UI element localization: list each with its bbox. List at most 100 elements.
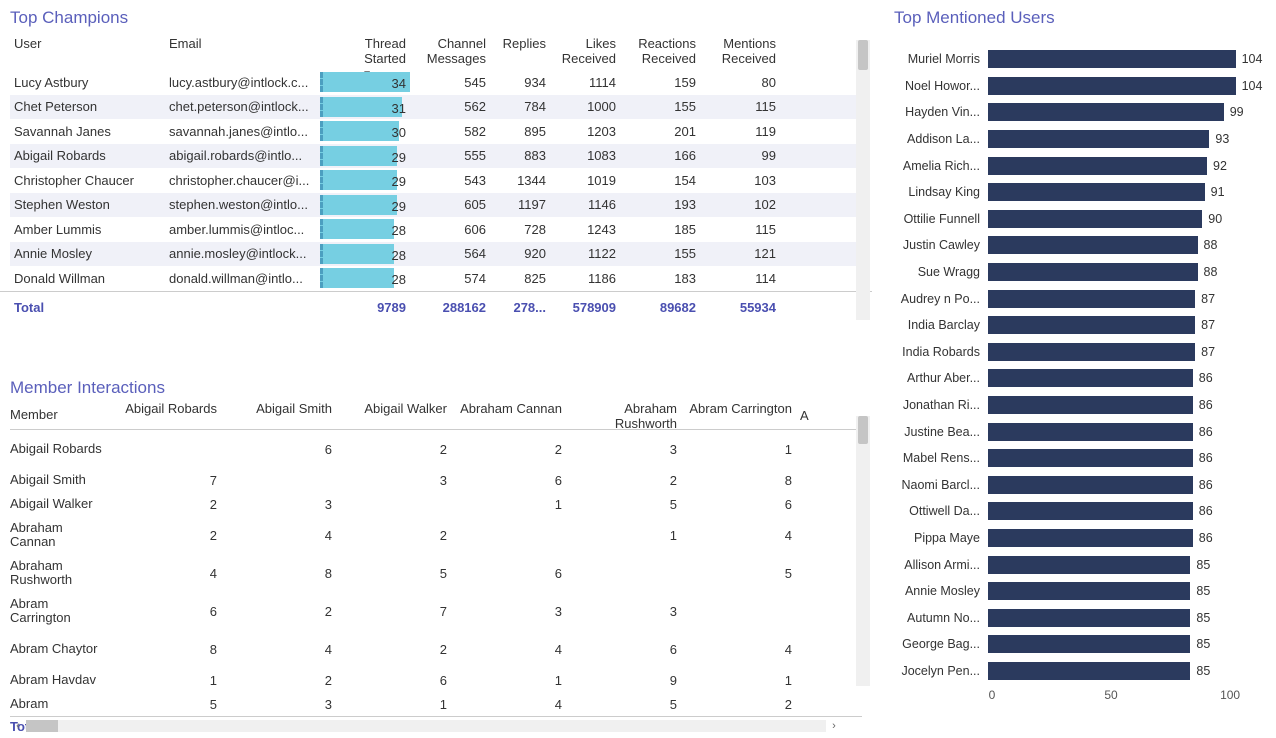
mention-bar — [988, 236, 1198, 254]
col-thread-started[interactable]: Thread Started ▼ — [320, 32, 410, 70]
mention-bar — [988, 130, 1209, 148]
table-row[interactable]: Abram Carrington62733 — [10, 592, 862, 630]
cell-value: 2 — [340, 528, 455, 543]
cell-value: 2 — [225, 604, 340, 619]
col-member-name[interactable]: Abraham Rushworth — [570, 401, 685, 431]
table-row[interactable]: Abraham Rushworth48565 — [10, 554, 862, 592]
scroll-left-icon[interactable]: ‹ — [10, 718, 26, 734]
col-more[interactable]: A — [800, 408, 820, 423]
mention-label: Jonathan Ri... — [888, 398, 988, 412]
mention-row[interactable]: Noel Howor...104 — [888, 73, 1256, 100]
cell-member: Abraham Rushworth — [10, 559, 110, 588]
cell-likes: 1146 — [550, 193, 620, 216]
mention-row[interactable]: India Robards87 — [888, 339, 1256, 366]
mention-label: Pippa Maye — [888, 531, 988, 545]
mention-row[interactable]: Annie Mosley85 — [888, 578, 1256, 605]
cell-thread: 29 — [320, 170, 410, 190]
mention-row[interactable]: Jonathan Ri...86 — [888, 392, 1256, 419]
mention-row[interactable]: Ottilie Funnell90 — [888, 206, 1256, 233]
mention-row[interactable]: Ottiwell Da...86 — [888, 498, 1256, 525]
interactions-hscrollbar[interactable]: ‹ › — [10, 718, 842, 734]
table-row[interactable]: Annie Mosleyannie.mosley@intlock...28564… — [10, 242, 862, 267]
cell-channel: 606 — [410, 218, 490, 241]
col-reactions[interactable]: Reactions Received — [620, 32, 700, 70]
table-row[interactable]: Amber Lummisamber.lummis@intloc...286067… — [10, 217, 862, 242]
table-row[interactable]: Christopher Chaucerchristopher.chaucer@i… — [10, 168, 862, 193]
mention-value: 86 — [1199, 475, 1213, 495]
mention-row[interactable]: Muriel Morris104 — [888, 46, 1256, 73]
scroll-right-icon[interactable]: › — [826, 718, 842, 734]
cell-channel: 555 — [410, 144, 490, 167]
col-member-name[interactable]: Abraham Cannan — [455, 401, 570, 431]
cell-reactions: 154 — [620, 169, 700, 192]
cell-value: 2 — [340, 642, 455, 657]
interactions-vscrollbar[interactable] — [856, 416, 870, 686]
table-row[interactable]: Donald Willmandonald.willman@intlo...285… — [10, 266, 862, 291]
table-row[interactable]: Chet Petersonchet.peterson@intlock...315… — [10, 95, 862, 120]
cell-value: 2 — [110, 528, 225, 543]
mention-label: Mabel Rens... — [888, 451, 988, 465]
mention-value: 85 — [1196, 555, 1210, 575]
total-replies: 278... — [490, 296, 550, 319]
col-likes[interactable]: Likes Received — [550, 32, 620, 70]
cell-user: Abigail Robards — [10, 144, 165, 167]
table-row[interactable]: Abigail Walker23156 — [10, 492, 862, 516]
mention-row[interactable]: Justine Bea...86 — [888, 418, 1256, 445]
champions-scrollbar[interactable] — [856, 40, 870, 320]
col-member-name[interactable]: Abigail Smith — [225, 401, 340, 431]
mention-value: 85 — [1196, 581, 1210, 601]
table-row[interactable]: Abigail Smith73628 — [10, 468, 862, 492]
col-member-name[interactable]: Abigail Robards — [110, 401, 225, 431]
mention-bar — [988, 263, 1198, 281]
mention-value: 87 — [1201, 342, 1215, 362]
mention-value: 85 — [1196, 608, 1210, 628]
cell-reactions: 185 — [620, 218, 700, 241]
mention-row[interactable]: Justin Cawley88 — [888, 232, 1256, 259]
col-replies[interactable]: Replies — [490, 32, 550, 70]
cell-likes: 1114 — [550, 71, 620, 94]
mention-row[interactable]: Hayden Vin...99 — [888, 99, 1256, 126]
col-user[interactable]: User — [10, 32, 165, 70]
mention-row[interactable]: George Bag...85 — [888, 631, 1256, 658]
cell-value: 2 — [570, 473, 685, 488]
table-row[interactable]: Abraham Cannan24214 — [10, 516, 862, 554]
col-mentions[interactable]: Mentions Received — [700, 32, 780, 70]
champions-total-row: Total 9789 288162 278... 578909 89682 55… — [0, 291, 872, 319]
mention-label: India Barclay — [888, 318, 988, 332]
col-email[interactable]: Email — [165, 32, 320, 70]
col-member-name[interactable]: Abram Carrington — [685, 401, 800, 431]
table-row[interactable]: Savannah Janessavannah.janes@intlo...305… — [10, 119, 862, 144]
mention-row[interactable]: Allison Armi...85 — [888, 551, 1256, 578]
mention-row[interactable]: India Barclay87 — [888, 312, 1256, 339]
col-member[interactable]: Member — [10, 408, 110, 422]
top-mentioned-title: Top Mentioned Users — [884, 0, 1276, 32]
mention-row[interactable]: Autumn No...85 — [888, 604, 1256, 631]
table-row[interactable]: Lucy Astburylucy.astbury@intlock.c...345… — [10, 70, 862, 95]
mention-row[interactable]: Naomi Barcl...86 — [888, 472, 1256, 499]
table-row[interactable]: Abram531452 — [10, 692, 862, 716]
table-row[interactable]: Stephen Westonstephen.weston@intlo...296… — [10, 193, 862, 218]
mention-row[interactable]: Addison La...93 — [888, 126, 1256, 153]
table-row[interactable]: Abram Havdav126191 — [10, 668, 862, 692]
cell-email: christopher.chaucer@i... — [165, 169, 320, 192]
cell-thread: 30 — [320, 121, 410, 141]
table-row[interactable]: Abram Chaytor842464 — [10, 630, 862, 668]
mention-row[interactable]: Jocelyn Pen...85 — [888, 658, 1256, 685]
mention-label: Audrey n Po... — [888, 292, 988, 306]
cell-email: annie.mosley@intlock... — [165, 242, 320, 265]
mention-row[interactable]: Arthur Aber...86 — [888, 365, 1256, 392]
mention-row[interactable]: Audrey n Po...87 — [888, 285, 1256, 312]
cell-member: Abigail Smith — [10, 473, 110, 487]
mention-row[interactable]: Pippa Maye86 — [888, 525, 1256, 552]
cell-value: 6 — [455, 566, 570, 581]
table-row[interactable]: Abigail Robards62231 — [10, 430, 862, 468]
mention-label: Ottiwell Da... — [888, 504, 988, 518]
col-channel-messages[interactable]: Channel Messages — [410, 32, 490, 70]
col-member-name[interactable]: Abigail Walker — [340, 401, 455, 431]
mention-row[interactable]: Sue Wragg88 — [888, 259, 1256, 286]
mention-row[interactable]: Amelia Rich...92 — [888, 152, 1256, 179]
mention-row[interactable]: Lindsay King91 — [888, 179, 1256, 206]
mention-label: Justin Cawley — [888, 238, 988, 252]
mention-row[interactable]: Mabel Rens...86 — [888, 445, 1256, 472]
table-row[interactable]: Abigail Robardsabigail.robards@intlo...2… — [10, 144, 862, 169]
